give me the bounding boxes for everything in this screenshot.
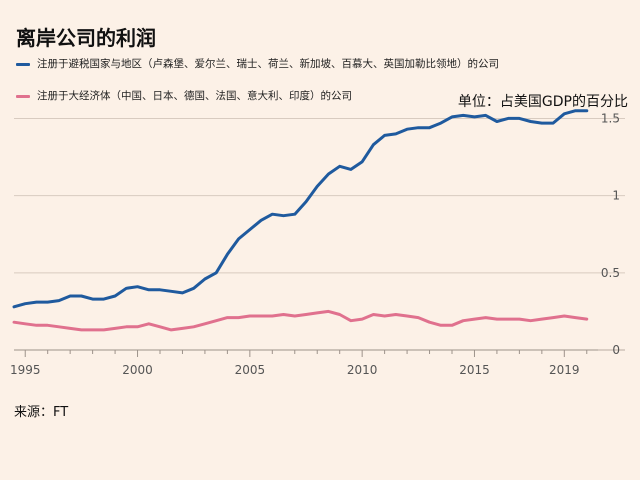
y-tick-label: 0 xyxy=(612,343,620,357)
series-line-big-economies xyxy=(12,309,589,332)
x-tick-label: 1995 xyxy=(10,363,41,377)
legend-swatch-pink xyxy=(16,94,30,98)
series-lines xyxy=(12,109,589,332)
legend-item-big-economies: 注册于大经济体（中国、日本、德国、法国、意大利、印度）的公司 xyxy=(16,88,352,103)
legend-label-tax-havens: 注册于避税国家与地区（卢森堡、爱尔兰、瑞士、荷兰、新加坡、百慕大、英国加勒比领地… xyxy=(37,58,499,70)
source-label: 来源：FT xyxy=(14,405,69,420)
x-tick-label: 2019 xyxy=(549,363,580,377)
unit-label: 单位：占美国GDP的百分比 xyxy=(457,94,628,110)
y-axis: 0 0.5 1 1.5 xyxy=(601,111,620,357)
chart-title: 离岸公司的利润 xyxy=(16,26,156,50)
x-tick-label: 2005 xyxy=(235,363,266,377)
y-tick-label: 1 xyxy=(612,189,620,203)
y-tick-label: 1.5 xyxy=(601,111,620,125)
y-tick-label: 0.5 xyxy=(601,266,620,280)
series-line-tax-havens xyxy=(12,109,589,309)
x-axis: 1995 2000 2005 2010 2015 2019 xyxy=(10,349,598,377)
legend-item-tax-havens: 注册于避税国家与地区（卢森堡、爱尔兰、瑞士、荷兰、新加坡、百慕大、英国加勒比领地… xyxy=(16,56,499,71)
legend-swatch-blue xyxy=(16,62,30,66)
x-tick-label: 2015 xyxy=(459,363,490,377)
x-tick-label: 2000 xyxy=(122,363,153,377)
gridlines xyxy=(14,117,625,351)
x-tick-label: 2010 xyxy=(347,363,378,377)
legend-label-big-economies: 注册于大经济体（中国、日本、德国、法国、意大利、印度）的公司 xyxy=(37,90,352,102)
